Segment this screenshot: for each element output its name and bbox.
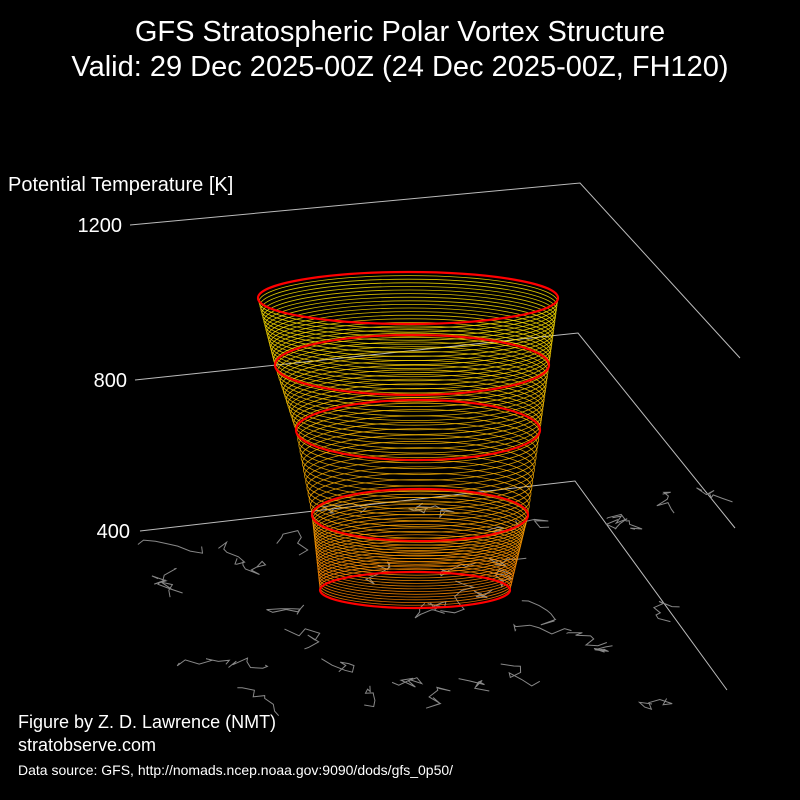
coastline-segment (593, 645, 613, 653)
vortex-edge-contours (256, 270, 560, 610)
isentropic-layer (273, 329, 551, 390)
coastline-segment (458, 678, 490, 692)
coastline-segment (656, 491, 675, 514)
gridline-1200 (129, 182, 741, 359)
axes-grid (129, 182, 741, 691)
isentropic-layer (297, 409, 540, 470)
isentropic-layer (303, 440, 535, 499)
coastline-segment (414, 603, 445, 619)
coastline-segment (266, 604, 305, 615)
coastline-segment (151, 567, 177, 585)
credit-site[interactable]: stratobserve.com (18, 735, 157, 755)
coastline-segment (176, 658, 231, 667)
vortex-edge-ring (310, 487, 530, 543)
credit-author: Figure by Z. D. Lawrence (NMT) (18, 712, 277, 732)
coastline-segment (237, 687, 280, 717)
coastline-segment (696, 487, 733, 503)
isentropic-layer (300, 428, 537, 487)
coastline-segment (137, 539, 204, 554)
coastline-segment (364, 685, 376, 708)
coastline-segment (473, 589, 493, 598)
chart-title: GFS Stratospheric Polar Vortex Structure (134, 16, 666, 48)
vortex-edge-ring (256, 270, 560, 326)
isentropic-layer (305, 453, 534, 510)
coastline-segment (276, 530, 309, 556)
coastline-segment (242, 560, 267, 575)
z-axis-label: Potential Temperature [K] (8, 174, 234, 196)
gridline-800 (134, 332, 736, 529)
z-tick-1200: 1200 (77, 215, 123, 237)
isentropic-layer (299, 421, 538, 481)
vortex-edge-ring (273, 333, 551, 397)
z-tick-800: 800 (93, 370, 127, 392)
isentropic-layer (304, 447, 534, 504)
coastline-segment (321, 503, 368, 514)
coastline-segment (637, 698, 673, 710)
coastline-segment (425, 686, 451, 709)
coastline-segment (364, 561, 391, 585)
isentropic-layer (301, 434, 536, 493)
coastline-segment (510, 518, 550, 532)
coastline-segment (391, 677, 424, 688)
coastline-segment (488, 557, 527, 567)
coastline-segment (521, 600, 557, 626)
coastline-segment (321, 658, 355, 673)
vortex-edge-ring (294, 398, 542, 462)
coastline-segment (513, 623, 572, 635)
isentropic-layer (307, 466, 532, 522)
coastline-segment (284, 628, 321, 650)
coastline-segment (566, 632, 608, 647)
isentropic-layer (309, 479, 530, 533)
gridline-400 (139, 480, 728, 691)
coastline-segment (606, 513, 643, 530)
coastline-segment (157, 581, 183, 598)
isentropic-layer (270, 318, 552, 378)
coastlines (137, 487, 733, 717)
coastline-segment (652, 600, 680, 623)
z-tick-400: 400 (96, 521, 130, 543)
coastline-segment (228, 657, 269, 669)
data-source: Data source: GFS, http://nomads.ncep.noa… (18, 762, 454, 778)
isentropic-layer (308, 472, 531, 527)
coastline-segment (605, 515, 628, 530)
chart-subtitle: Valid: 29 Dec 2025-00Z (24 Dec 2025-00Z,… (71, 51, 729, 83)
coastline-segment (218, 540, 246, 565)
coastline-segment (500, 663, 541, 687)
vortex-edge-ring (318, 570, 512, 610)
